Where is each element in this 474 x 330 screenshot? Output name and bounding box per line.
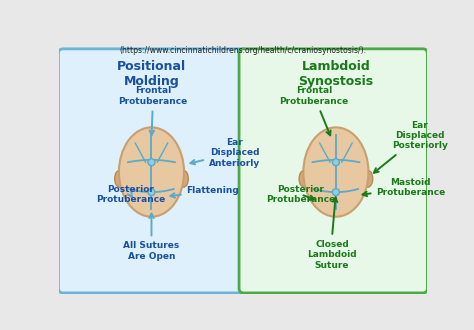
- Text: Posterior
Protuberance: Posterior Protuberance: [266, 185, 336, 204]
- Text: Frontal
Protuberance: Frontal Protuberance: [118, 86, 188, 135]
- Text: (https://www.cincinnatichildrens.org/health/c/craniosynostosis/).: (https://www.cincinnatichildrens.org/hea…: [119, 46, 366, 55]
- Ellipse shape: [115, 170, 125, 187]
- Text: Frontal
Protuberance: Frontal Protuberance: [280, 86, 349, 135]
- Text: Ear
Displaced
Anteriorly: Ear Displaced Anteriorly: [191, 138, 260, 168]
- Text: Flattening: Flattening: [170, 186, 239, 198]
- Ellipse shape: [299, 170, 309, 187]
- Ellipse shape: [332, 159, 339, 166]
- Text: Ear
Displaced
Posteriorly: Ear Displaced Posteriorly: [374, 121, 447, 173]
- FancyBboxPatch shape: [239, 49, 428, 293]
- Ellipse shape: [148, 159, 155, 166]
- Text: Posterior
Protuberance: Posterior Protuberance: [96, 185, 165, 204]
- Text: Positional
Molding: Positional Molding: [117, 60, 186, 88]
- Text: Closed
Lambdoid
Suture: Closed Lambdoid Suture: [307, 240, 357, 270]
- Text: All Sutures
Are Open: All Sutures Are Open: [123, 241, 180, 261]
- Ellipse shape: [363, 170, 373, 187]
- Ellipse shape: [332, 189, 339, 196]
- Ellipse shape: [148, 189, 155, 196]
- Text: Lambdoid
Synostosis: Lambdoid Synostosis: [298, 60, 374, 88]
- FancyBboxPatch shape: [58, 49, 247, 293]
- Ellipse shape: [119, 127, 184, 217]
- Ellipse shape: [178, 170, 188, 187]
- Ellipse shape: [303, 127, 368, 217]
- Text: Mastoid
Protuberance: Mastoid Protuberance: [363, 178, 446, 197]
